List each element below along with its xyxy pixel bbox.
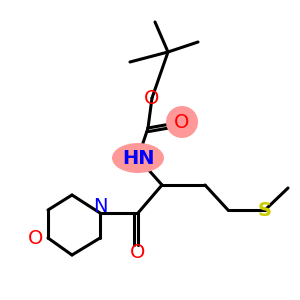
Text: O: O: [28, 229, 44, 247]
Circle shape: [166, 106, 198, 138]
Ellipse shape: [112, 143, 164, 173]
Text: HN: HN: [122, 148, 154, 167]
Text: N: N: [93, 197, 107, 217]
Text: O: O: [144, 88, 160, 107]
Text: O: O: [130, 244, 146, 262]
Text: S: S: [258, 200, 272, 220]
Text: O: O: [174, 112, 190, 131]
